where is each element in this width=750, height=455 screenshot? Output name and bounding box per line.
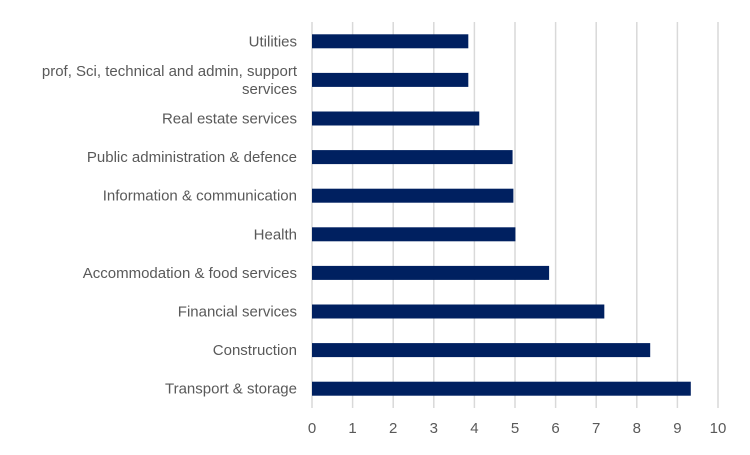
x-tick-label: 3 (430, 420, 438, 437)
category-label: Accommodation & food services (83, 265, 297, 282)
x-tick-label: 7 (592, 420, 600, 437)
x-tick-label: 6 (551, 420, 559, 437)
bar (312, 72, 469, 87)
category-label-line: Transport & storage (165, 381, 297, 398)
category-label: Health (254, 226, 297, 243)
category-label-line: Public administration & defence (87, 149, 297, 166)
x-tick-label: 10 (710, 420, 727, 437)
x-tick-label: 5 (511, 420, 519, 437)
bar (312, 150, 513, 165)
category-label: Public administration & defence (87, 149, 297, 166)
category-label-line: Accommodation & food services (83, 265, 297, 282)
category-label-line: Financial services (178, 304, 297, 321)
category-label-line: Real estate services (162, 111, 297, 128)
bar (312, 381, 691, 396)
bar (312, 343, 651, 358)
x-tick-label: 4 (470, 420, 478, 437)
category-label: Financial services (178, 304, 297, 321)
x-tick-label: 1 (348, 420, 356, 437)
bar (312, 227, 516, 242)
category-label-line: services (242, 81, 297, 98)
category-label: Information & communication (103, 188, 297, 205)
category-label: Construction (213, 342, 297, 359)
bar (312, 34, 469, 49)
bar (312, 188, 514, 203)
category-label: Utilities (249, 33, 297, 50)
x-tick-label: 9 (673, 420, 681, 437)
category-label-line: Health (254, 226, 297, 243)
category-label: prof, Sci, technical and admin, support s… (42, 63, 298, 98)
category-label-line: Information & communication (103, 188, 297, 205)
bar (312, 304, 605, 319)
x-tick-label: 2 (389, 420, 397, 437)
category-label-line: Construction (213, 342, 297, 359)
category-label-line: Utilities (249, 33, 297, 50)
bar (312, 265, 550, 280)
x-tick-label: 8 (633, 420, 641, 437)
category-label: Real estate services (162, 111, 297, 128)
x-tick-label: 0 (308, 420, 316, 437)
category-label-line: prof, Sci, technical and admin, support (42, 63, 298, 80)
bar (312, 111, 480, 126)
category-label: Transport & storage (165, 381, 297, 398)
